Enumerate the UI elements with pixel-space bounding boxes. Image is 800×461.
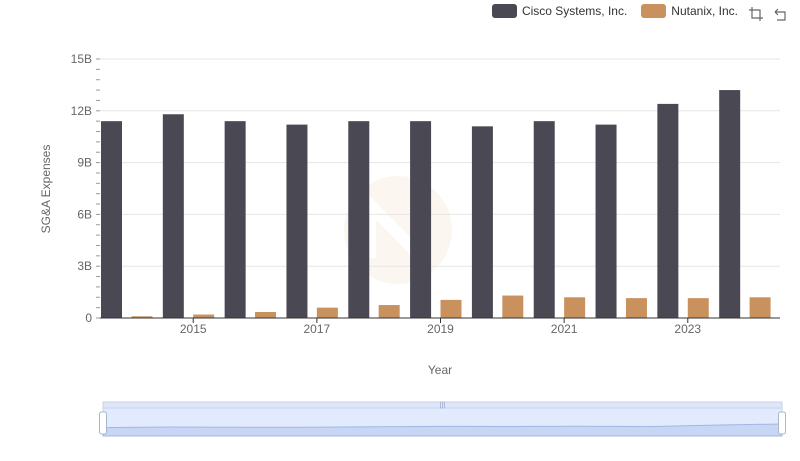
data-zoom-icon[interactable] bbox=[748, 6, 764, 22]
y-tick-label: 15B bbox=[71, 52, 92, 66]
bar-nutanix-2016[interactable] bbox=[255, 311, 277, 318]
bar-series bbox=[101, 90, 771, 319]
bar-cisco-2015[interactable] bbox=[162, 114, 184, 319]
bar-nutanix-2024[interactable] bbox=[749, 297, 771, 318]
y-tick-label: 9B bbox=[77, 156, 92, 170]
x-axis: 2015 2017 2019 2021 2023 bbox=[100, 317, 780, 336]
bar-nutanix-2015[interactable] bbox=[193, 314, 215, 318]
chart-legend: Cisco Systems, Inc. Nutanix, Inc. bbox=[491, 4, 738, 18]
zoom-handle-right[interactable] bbox=[778, 411, 786, 435]
x-tick-label: 2023 bbox=[674, 322, 701, 336]
y-tick-label: 0 bbox=[85, 311, 92, 325]
bar-cisco-2014[interactable] bbox=[101, 121, 122, 318]
x-tick-label: 2015 bbox=[180, 322, 207, 336]
bar-cisco-2016[interactable] bbox=[224, 121, 246, 318]
bar-cisco-2018[interactable] bbox=[348, 121, 370, 318]
bar-nutanix-2023[interactable] bbox=[687, 298, 709, 318]
bar-cisco-2017[interactable] bbox=[286, 124, 308, 318]
bar-nutanix-2022[interactable] bbox=[625, 298, 647, 318]
bar-cisco-2019[interactable] bbox=[410, 121, 432, 318]
y-axis: 0 3B 6B 9B 12B 15B bbox=[71, 52, 100, 325]
data-zoom-slider[interactable]: ||| bbox=[99, 401, 786, 437]
zoom-preview-area bbox=[102, 423, 783, 437]
y-axis-title: SG&A Expenses bbox=[39, 145, 53, 234]
bar-cisco-2021[interactable] bbox=[533, 121, 555, 318]
zoom-handle-left[interactable] bbox=[99, 411, 107, 435]
legend-swatch-nutanix bbox=[641, 4, 667, 18]
legend-item-nutanix[interactable]: Nutanix, Inc. bbox=[641, 4, 738, 18]
legend-label-nutanix: Nutanix, Inc. bbox=[671, 4, 738, 18]
bar-cisco-2020[interactable] bbox=[471, 126, 493, 318]
bar-nutanix-2019[interactable] bbox=[440, 299, 462, 318]
zoom-move-bar[interactable] bbox=[102, 401, 783, 409]
y-tick-label: 3B bbox=[77, 259, 92, 273]
legend-label-cisco: Cisco Systems, Inc. bbox=[521, 4, 628, 18]
x-tick-label: 2021 bbox=[551, 322, 578, 336]
bar-cisco-2023[interactable] bbox=[657, 103, 679, 318]
bar-nutanix-2018[interactable] bbox=[378, 305, 400, 318]
y-tick-label: 6B bbox=[77, 207, 92, 221]
restore-icon[interactable] bbox=[772, 6, 788, 22]
x-tick-label: 2019 bbox=[427, 322, 454, 336]
bar-nutanix-2014[interactable] bbox=[131, 316, 153, 318]
zoom-selection[interactable] bbox=[103, 408, 782, 436]
x-axis-title: Year bbox=[428, 363, 452, 377]
bar-nutanix-2021[interactable] bbox=[564, 297, 586, 318]
y-tick-label: 12B bbox=[71, 104, 92, 118]
bar-nutanix-2017[interactable] bbox=[316, 307, 338, 318]
x-tick-label: 2017 bbox=[304, 322, 331, 336]
zoom-grip-icon: ||| bbox=[440, 402, 446, 409]
bar-cisco-2022[interactable] bbox=[595, 124, 617, 318]
legend-item-cisco[interactable]: Cisco Systems, Inc. bbox=[491, 4, 628, 18]
bar-nutanix-2020[interactable] bbox=[502, 295, 524, 318]
bar-cisco-2024[interactable] bbox=[719, 90, 741, 318]
legend-swatch-cisco bbox=[491, 4, 517, 18]
